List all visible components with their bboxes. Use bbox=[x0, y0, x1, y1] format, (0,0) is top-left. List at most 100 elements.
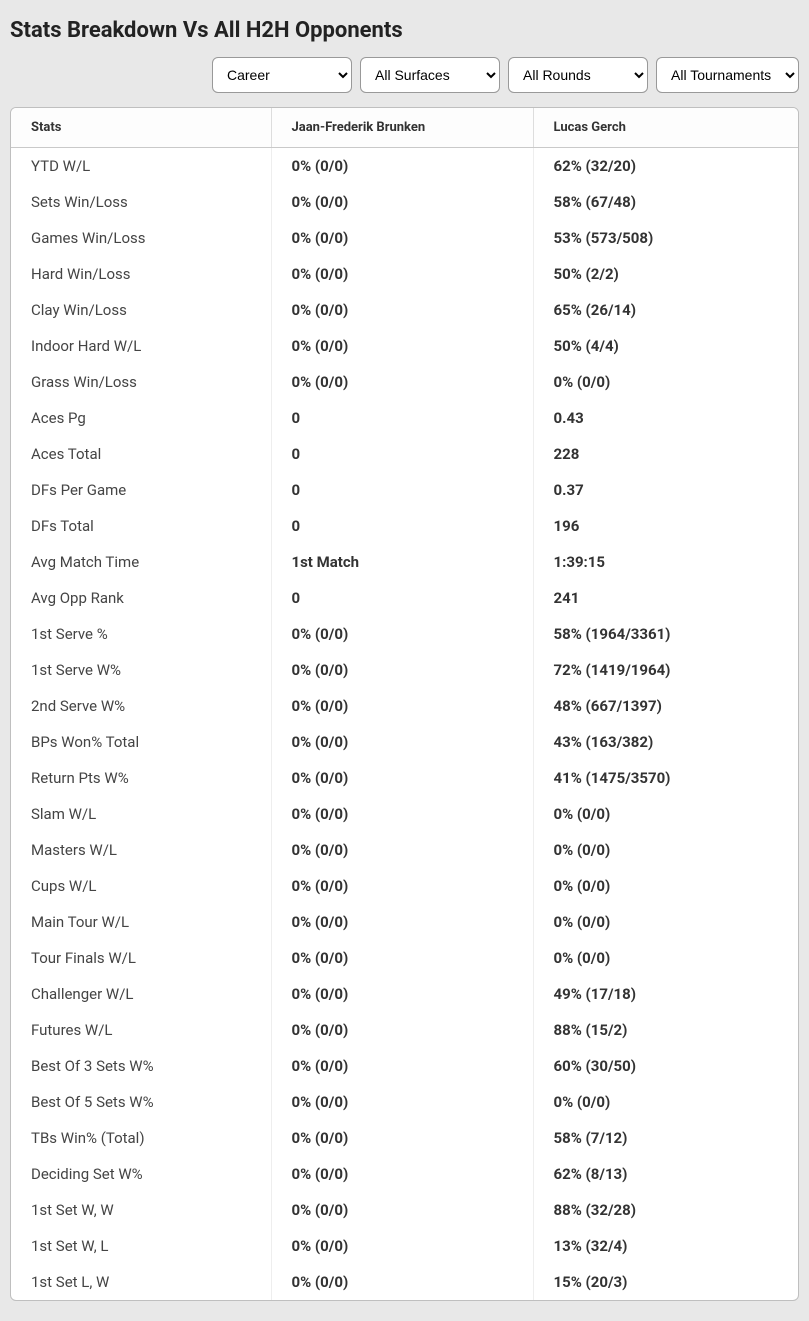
stat-value-player2: 0% (0/0) bbox=[533, 364, 798, 400]
stat-value-player1: 0% (0/0) bbox=[271, 148, 533, 185]
stat-value-player2: 0% (0/0) bbox=[533, 868, 798, 904]
table-row: TBs Win% (Total)0% (0/0)58% (7/12) bbox=[11, 1120, 798, 1156]
round-select[interactable]: All Rounds bbox=[508, 57, 648, 93]
page-title: Stats Breakdown Vs All H2H Opponents bbox=[10, 18, 799, 43]
stat-value-player2: 41% (1475/3570) bbox=[533, 760, 798, 796]
table-row: 1st Serve %0% (0/0)58% (1964/3361) bbox=[11, 616, 798, 652]
table-row: 1st Set L, W0% (0/0)15% (20/3) bbox=[11, 1264, 798, 1300]
stat-label: Hard Win/Loss bbox=[11, 256, 271, 292]
stat-label: Aces Pg bbox=[11, 400, 271, 436]
stat-value-player1: 0 bbox=[271, 436, 533, 472]
table-row: Challenger W/L0% (0/0)49% (17/18) bbox=[11, 976, 798, 1012]
table-row: Clay Win/Loss0% (0/0)65% (26/14) bbox=[11, 292, 798, 328]
stat-value-player1: 0% (0/0) bbox=[271, 688, 533, 724]
stat-value-player2: 0% (0/0) bbox=[533, 1084, 798, 1120]
stat-value-player2: 53% (573/508) bbox=[533, 220, 798, 256]
stat-value-player1: 0% (0/0) bbox=[271, 184, 533, 220]
stat-value-player1: 0% (0/0) bbox=[271, 1228, 533, 1264]
stat-value-player1: 0% (0/0) bbox=[271, 256, 533, 292]
col-header-player1: Jaan-Frederik Brunken bbox=[271, 108, 533, 148]
stat-label: Slam W/L bbox=[11, 796, 271, 832]
stat-label: Avg Opp Rank bbox=[11, 580, 271, 616]
stat-label: YTD W/L bbox=[11, 148, 271, 185]
stat-value-player1: 0% (0/0) bbox=[271, 976, 533, 1012]
stat-label: 1st Set W, W bbox=[11, 1192, 271, 1228]
table-header-row: Stats Jaan-Frederik Brunken Lucas Gerch bbox=[11, 108, 798, 148]
stat-value-player2: 43% (163/382) bbox=[533, 724, 798, 760]
period-select[interactable]: Career bbox=[212, 57, 352, 93]
stat-value-player2: 58% (1964/3361) bbox=[533, 616, 798, 652]
table-row: Cups W/L0% (0/0)0% (0/0) bbox=[11, 868, 798, 904]
stat-value-player2: 228 bbox=[533, 436, 798, 472]
stat-label: Sets Win/Loss bbox=[11, 184, 271, 220]
stat-label: 2nd Serve W% bbox=[11, 688, 271, 724]
stat-value-player1: 0% (0/0) bbox=[271, 724, 533, 760]
stat-value-player1: 0% (0/0) bbox=[271, 868, 533, 904]
stat-label: Grass Win/Loss bbox=[11, 364, 271, 400]
stat-value-player2: 58% (67/48) bbox=[533, 184, 798, 220]
table-row: 1st Serve W%0% (0/0)72% (1419/1964) bbox=[11, 652, 798, 688]
stat-value-player1: 0% (0/0) bbox=[271, 1084, 533, 1120]
col-header-player2: Lucas Gerch bbox=[533, 108, 798, 148]
table-row: Slam W/L0% (0/0)0% (0/0) bbox=[11, 796, 798, 832]
table-row: Hard Win/Loss0% (0/0)50% (2/2) bbox=[11, 256, 798, 292]
stat-value-player2: 62% (32/20) bbox=[533, 148, 798, 185]
stat-value-player1: 0% (0/0) bbox=[271, 1048, 533, 1084]
table-row: Grass Win/Loss0% (0/0)0% (0/0) bbox=[11, 364, 798, 400]
stat-value-player2: 0% (0/0) bbox=[533, 796, 798, 832]
stat-value-player1: 0% (0/0) bbox=[271, 220, 533, 256]
stat-value-player2: 0.43 bbox=[533, 400, 798, 436]
stat-value-player1: 0% (0/0) bbox=[271, 652, 533, 688]
table-row: 1st Set W, L0% (0/0)13% (32/4) bbox=[11, 1228, 798, 1264]
stat-value-player2: 196 bbox=[533, 508, 798, 544]
table-row: Games Win/Loss0% (0/0)53% (573/508) bbox=[11, 220, 798, 256]
table-row: Avg Match Time1st Match1:39:15 bbox=[11, 544, 798, 580]
stat-label: TBs Win% (Total) bbox=[11, 1120, 271, 1156]
table-row: Aces Total0228 bbox=[11, 436, 798, 472]
table-row: Avg Opp Rank0241 bbox=[11, 580, 798, 616]
stat-value-player2: 15% (20/3) bbox=[533, 1264, 798, 1300]
stat-value-player2: 0.37 bbox=[533, 472, 798, 508]
table-row: 2nd Serve W%0% (0/0)48% (667/1397) bbox=[11, 688, 798, 724]
stat-label: Avg Match Time bbox=[11, 544, 271, 580]
table-row: DFs Per Game00.37 bbox=[11, 472, 798, 508]
stat-label: 1st Set W, L bbox=[11, 1228, 271, 1264]
stat-value-player2: 60% (30/50) bbox=[533, 1048, 798, 1084]
tournament-select[interactable]: All Tournaments bbox=[656, 57, 799, 93]
stat-label: 1st Set L, W bbox=[11, 1264, 271, 1300]
stat-value-player2: 88% (15/2) bbox=[533, 1012, 798, 1048]
stat-value-player1: 0 bbox=[271, 472, 533, 508]
stat-label: Best Of 5 Sets W% bbox=[11, 1084, 271, 1120]
stat-value-player1: 0% (0/0) bbox=[271, 292, 533, 328]
table-row: Sets Win/Loss0% (0/0)58% (67/48) bbox=[11, 184, 798, 220]
table-row: YTD W/L0% (0/0)62% (32/20) bbox=[11, 148, 798, 185]
stat-value-player2: 62% (8/13) bbox=[533, 1156, 798, 1192]
stat-value-player1: 0% (0/0) bbox=[271, 760, 533, 796]
stat-value-player2: 58% (7/12) bbox=[533, 1120, 798, 1156]
table-row: Tour Finals W/L0% (0/0)0% (0/0) bbox=[11, 940, 798, 976]
stat-value-player1: 0% (0/0) bbox=[271, 616, 533, 652]
stat-label: Indoor Hard W/L bbox=[11, 328, 271, 364]
stat-value-player1: 0 bbox=[271, 508, 533, 544]
stat-value-player2: 0% (0/0) bbox=[533, 940, 798, 976]
table-row: Futures W/L0% (0/0)88% (15/2) bbox=[11, 1012, 798, 1048]
stat-label: Tour Finals W/L bbox=[11, 940, 271, 976]
stat-value-player2: 49% (17/18) bbox=[533, 976, 798, 1012]
table-row: DFs Total0196 bbox=[11, 508, 798, 544]
stat-value-player1: 0% (0/0) bbox=[271, 940, 533, 976]
stat-label: Aces Total bbox=[11, 436, 271, 472]
stat-label: DFs Per Game bbox=[11, 472, 271, 508]
stat-label: DFs Total bbox=[11, 508, 271, 544]
stat-value-player1: 0 bbox=[271, 400, 533, 436]
stat-label: Best Of 3 Sets W% bbox=[11, 1048, 271, 1084]
surface-select[interactable]: All Surfaces bbox=[360, 57, 500, 93]
table-row: Return Pts W%0% (0/0)41% (1475/3570) bbox=[11, 760, 798, 796]
table-row: 1st Set W, W0% (0/0)88% (32/28) bbox=[11, 1192, 798, 1228]
table-row: Main Tour W/L0% (0/0)0% (0/0) bbox=[11, 904, 798, 940]
stat-value-player2: 0% (0/0) bbox=[533, 832, 798, 868]
stat-label: 1st Serve W% bbox=[11, 652, 271, 688]
stat-value-player1: 0% (0/0) bbox=[271, 1192, 533, 1228]
stat-value-player1: 0% (0/0) bbox=[271, 1156, 533, 1192]
stat-value-player2: 50% (4/4) bbox=[533, 328, 798, 364]
stat-value-player1: 0% (0/0) bbox=[271, 796, 533, 832]
